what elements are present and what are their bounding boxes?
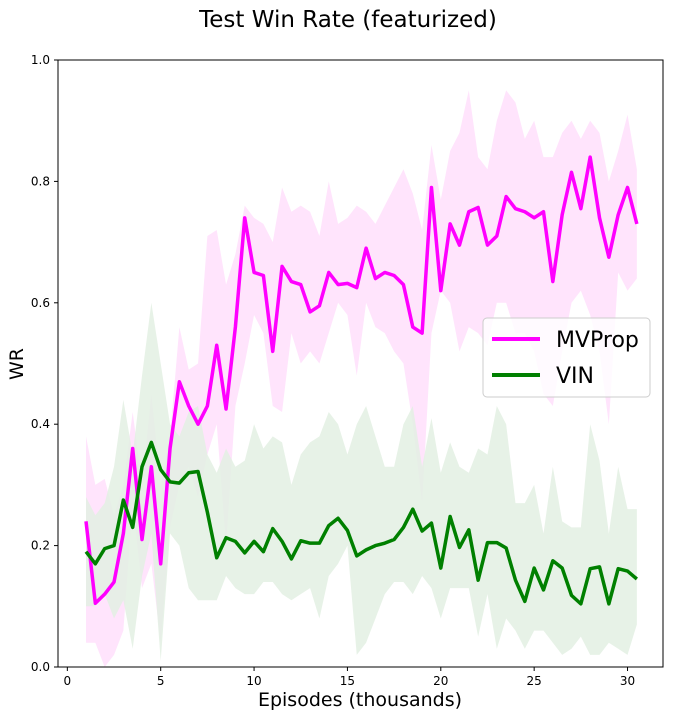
y-axis-label: WR	[6, 348, 28, 380]
line-mvprop	[84, 155, 639, 606]
line-vin	[84, 440, 638, 606]
x-tick-label: 20	[433, 674, 448, 688]
x-tick-label: 5	[157, 674, 165, 688]
y-tick-label: 0.6	[31, 296, 50, 310]
chart-title: Test Win Rate (featurized)	[198, 7, 497, 33]
band-vin	[86, 302, 637, 661]
plot-frame	[57, 59, 664, 668]
y-tick-label: 0.0	[31, 660, 50, 674]
x-tick-label: 30	[620, 674, 635, 688]
y-tick-label: 0.8	[31, 174, 50, 188]
y-tick-label: 1.0	[31, 53, 50, 67]
x-tick-label: 10	[246, 674, 261, 688]
y-tick-label: 0.2	[31, 539, 50, 553]
legend-label-vin: VIN	[556, 364, 594, 389]
y-tick-label: 0.4	[31, 417, 50, 431]
legend-label-mvprop: MVProp	[556, 328, 639, 353]
band-mvprop	[86, 90, 637, 668]
x-tick-label: 15	[340, 674, 355, 688]
x-axis-label: Episodes (thousands)	[258, 689, 462, 711]
legend: MVProp VIN	[482, 317, 651, 398]
x-tick-label: 25	[527, 674, 542, 688]
x-tick-label: 0	[64, 674, 72, 688]
